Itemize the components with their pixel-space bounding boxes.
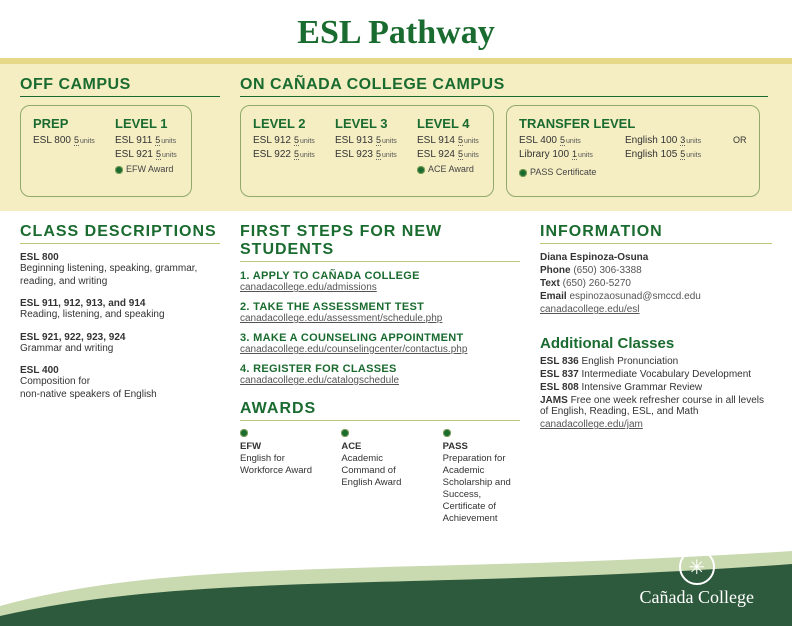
course: ESL 9145units (417, 135, 481, 146)
contact-phone: Phone (650) 306-3388 (540, 265, 772, 276)
description-title: ESL 911, 912, 913, and 914 (20, 298, 220, 309)
course: ESL 9245units (417, 149, 481, 160)
course: ESL 4005units (519, 135, 601, 146)
level-block: LEVEL 3 ESL 9135units ESL 9235units (335, 116, 399, 188)
award-name: PASS (443, 441, 520, 453)
level-block: LEVEL 1 ESL 9115units ESL 9215units EFW Awa… (115, 116, 179, 188)
step-link[interactable]: canadacollege.edu/catalogschedule (240, 375, 399, 386)
level-block: LEVEL 4 ESL 9145units ESL 9245units ACE Awa… (417, 116, 481, 188)
pathway-band: OFF CAMPUS PREP ESL 8005units LEVEL 1 ESL … (0, 64, 792, 211)
award-dot-icon (519, 169, 527, 177)
additional-classes-header: Additional Classes (540, 335, 772, 352)
contact-email: Email espinozaosunad@smccd.edu (540, 291, 772, 302)
description-title: ESL 800 (20, 252, 220, 263)
page-title: ESL Pathway (0, 14, 792, 52)
level-title: LEVEL 4 (417, 116, 481, 131)
class-description: ESL 800 Beginning listening, speaking, g… (20, 252, 220, 288)
course: Library 1001units (519, 149, 601, 160)
description-text: Beginning listening, speaking, grammar, … (20, 263, 220, 288)
contact-name: Diana Espinoza-Osuna (540, 252, 772, 263)
level-box: PREP ESL 8005units LEVEL 1 ESL 9115units ES… (20, 105, 192, 197)
level-award: EFW Award (115, 164, 179, 174)
description-text: Composition fornon-native speakers of En… (20, 376, 220, 401)
footer-swoosh: ✳ Cañada College (0, 546, 792, 626)
course: ESL 8005units (33, 135, 97, 146)
award-dot-icon (417, 166, 425, 174)
step-title: 3. MAKE A COUNSELING APPOINTMENT (240, 332, 520, 344)
class-description: ESL 400 Composition fornon-native speake… (20, 365, 220, 401)
award-dot-icon (443, 429, 451, 437)
level-title: PREP (33, 116, 97, 131)
level-title: LEVEL 1 (115, 116, 179, 131)
additional-class: ESL 836 English Pronunciation (540, 356, 772, 367)
level-block: PREP ESL 8005units (33, 116, 97, 188)
award-item: PASS Preparation for Academic Scholarshi… (443, 429, 520, 525)
information-header: INFORMATION (540, 223, 772, 244)
site-link[interactable]: canadacollege.edu/esl (540, 304, 640, 315)
step-title: 2. TAKE THE ASSESSMENT TEST (240, 301, 520, 313)
level-block: TRANSFER LEVEL ESL 4005units English 1003u… (519, 116, 747, 188)
level-award: ACE Award (417, 164, 481, 174)
logo-text: Cañada College (640, 587, 754, 608)
course: ESL 9225units (253, 149, 317, 160)
description-title: ESL 400 (20, 365, 220, 376)
course: English 1055units (625, 149, 707, 160)
course: ESL 9135units (335, 135, 399, 146)
level-block: LEVEL 2 ESL 9125units ESL 9225units (253, 116, 317, 188)
award-item: ACE Academic Command of English Award (341, 429, 418, 525)
step-title: 4. REGISTER FOR CLASSES (240, 363, 520, 375)
step-link[interactable]: canadacollege.edu/assessment/schedule.ph… (240, 313, 442, 324)
course: ESL 9215units (115, 149, 179, 160)
additional-class: JAMS Free one week refresher course in a… (540, 395, 772, 417)
description-text: Grammar and writing (20, 343, 220, 356)
level-title: LEVEL 3 (335, 116, 399, 131)
class-description: ESL 921, 922, 923, 924 Grammar and writi… (20, 332, 220, 356)
level-title: TRANSFER LEVEL (519, 116, 747, 131)
phone-link[interactable]: (650) 306-3388 (573, 265, 641, 276)
award-text: Academic Command of English Award (341, 453, 418, 489)
first-steps-header: FIRST STEPS FOR NEW STUDENTS (240, 223, 520, 262)
award-item: EFW English for Workforce Award (240, 429, 317, 525)
email-link[interactable]: espinozaosunad@smccd.edu (569, 291, 700, 302)
award-name: EFW (240, 441, 317, 453)
additional-class: ESL 808 Intensive Grammar Review (540, 382, 772, 393)
additional-class: ESL 837 Intermediate Vocabulary Developm… (540, 369, 772, 380)
level-title: LEVEL 2 (253, 116, 317, 131)
award-dot-icon (115, 166, 123, 174)
level-box: LEVEL 2 ESL 9125units ESL 9225units LEVEL … (240, 105, 494, 197)
step-link[interactable]: canadacollege.edu/admissions (240, 282, 377, 293)
class-descriptions-header: CLASS DESCRIPTIONS (20, 223, 220, 244)
top-section-header: ON CAÑADA COLLEGE CAMPUS (240, 76, 768, 97)
or-label: OR (733, 135, 747, 145)
contact-text: Text (650) 260-5270 (540, 278, 772, 289)
tree-icon: ✳ (679, 549, 715, 585)
top-section-header: OFF CAMPUS (20, 76, 220, 97)
text-link[interactable]: (650) 260-5270 (563, 278, 631, 289)
description-text: Reading, listening, and speaking (20, 309, 220, 322)
description-title: ESL 921, 922, 923, 924 (20, 332, 220, 343)
lower-section: CLASS DESCRIPTIONS ESL 800 Beginning lis… (0, 211, 792, 525)
course: ESL 9125units (253, 135, 317, 146)
class-description: ESL 911, 912, 913, and 914 Reading, list… (20, 298, 220, 322)
award-dot-icon (240, 429, 248, 437)
award-text: Preparation for Academic Scholarship and… (443, 453, 520, 524)
course: ESL 9235units (335, 149, 399, 160)
award-text: English for Workforce Award (240, 453, 317, 477)
award-dot-icon (341, 429, 349, 437)
award-name: ACE (341, 441, 418, 453)
course: English 1003units (625, 135, 707, 146)
step-link[interactable]: canadacollege.edu/counselingcenter/conta… (240, 344, 467, 355)
awards-header: AWARDS (240, 400, 520, 421)
college-logo: ✳ Cañada College (640, 549, 754, 608)
level-box: TRANSFER LEVEL ESL 4005units English 1003u… (506, 105, 760, 197)
level-award: PASS Certificate (519, 167, 747, 177)
step-title: 1. APPLY TO CAÑADA COLLEGE (240, 270, 520, 282)
additional-link[interactable]: canadacollege.edu/jam (540, 419, 643, 430)
course: ESL 9115units (115, 135, 179, 146)
